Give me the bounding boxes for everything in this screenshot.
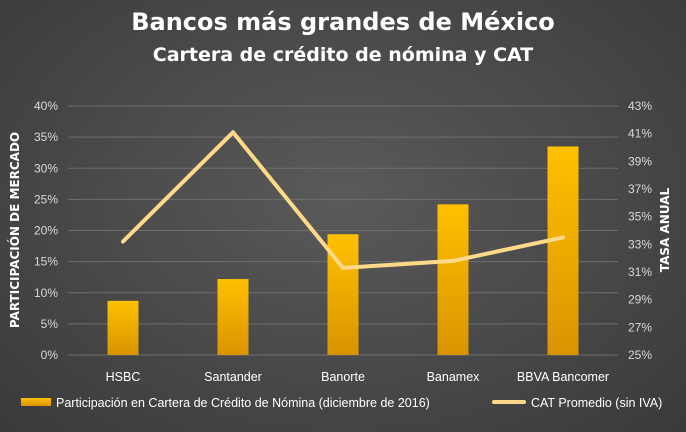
y-tick-label: 10% <box>34 286 58 300</box>
x-tick-label: HSBC <box>106 370 141 384</box>
bar <box>217 279 249 355</box>
x-tick-label: Banamex <box>427 370 481 384</box>
line-point <box>562 236 564 238</box>
y2-tick-label: 27% <box>628 320 652 334</box>
x-tick-label: Santander <box>204 370 262 384</box>
y-tick-label: 20% <box>34 224 58 238</box>
legend-bar-label: Participación en Cartera de Crédito de N… <box>56 396 430 410</box>
y2-tick-label: 33% <box>628 237 652 251</box>
y-tick-label: 35% <box>34 130 58 144</box>
y-tick-label: 40% <box>34 99 58 113</box>
y-tick-label: 15% <box>34 255 58 269</box>
line-point <box>232 131 234 133</box>
x-tick-label: BBVA Bancomer <box>517 370 609 384</box>
line-point <box>342 267 344 269</box>
y-axis-title: PARTICIPACIÓN DE MERCADO <box>7 132 22 328</box>
line-point <box>122 241 124 243</box>
y2-axis-title: TASA ANUAL <box>658 188 672 273</box>
chart-subtitle: Cartera de crédito de nómina y CAT <box>152 44 534 66</box>
legend-bar-swatch <box>21 398 51 406</box>
y-tick-label: 5% <box>41 317 59 331</box>
chart-title: Bancos más grandes de México <box>131 8 555 36</box>
y2-tick-label: 41% <box>628 127 652 141</box>
y2-tick-label: 31% <box>628 265 652 279</box>
y2-tick-label: 25% <box>628 348 652 362</box>
line-point <box>452 260 454 262</box>
y-tick-label: 0% <box>41 348 59 362</box>
y2-tick-label: 37% <box>628 182 652 196</box>
x-tick-label: Banorte <box>321 370 365 384</box>
bar <box>547 146 579 355</box>
y2-tick-label: 35% <box>628 210 652 224</box>
y2-tick-label: 39% <box>628 154 652 168</box>
bar <box>437 204 469 355</box>
bar <box>107 300 139 355</box>
legend-line-label: CAT Promedio (sin IVA) <box>531 396 662 410</box>
legend: Participación en Cartera de Crédito de N… <box>21 396 662 410</box>
y-tick-label: 30% <box>34 161 58 175</box>
y2-tick-label: 43% <box>628 99 652 113</box>
y-tick-label: 25% <box>34 192 58 206</box>
y2-tick-label: 29% <box>628 293 652 307</box>
